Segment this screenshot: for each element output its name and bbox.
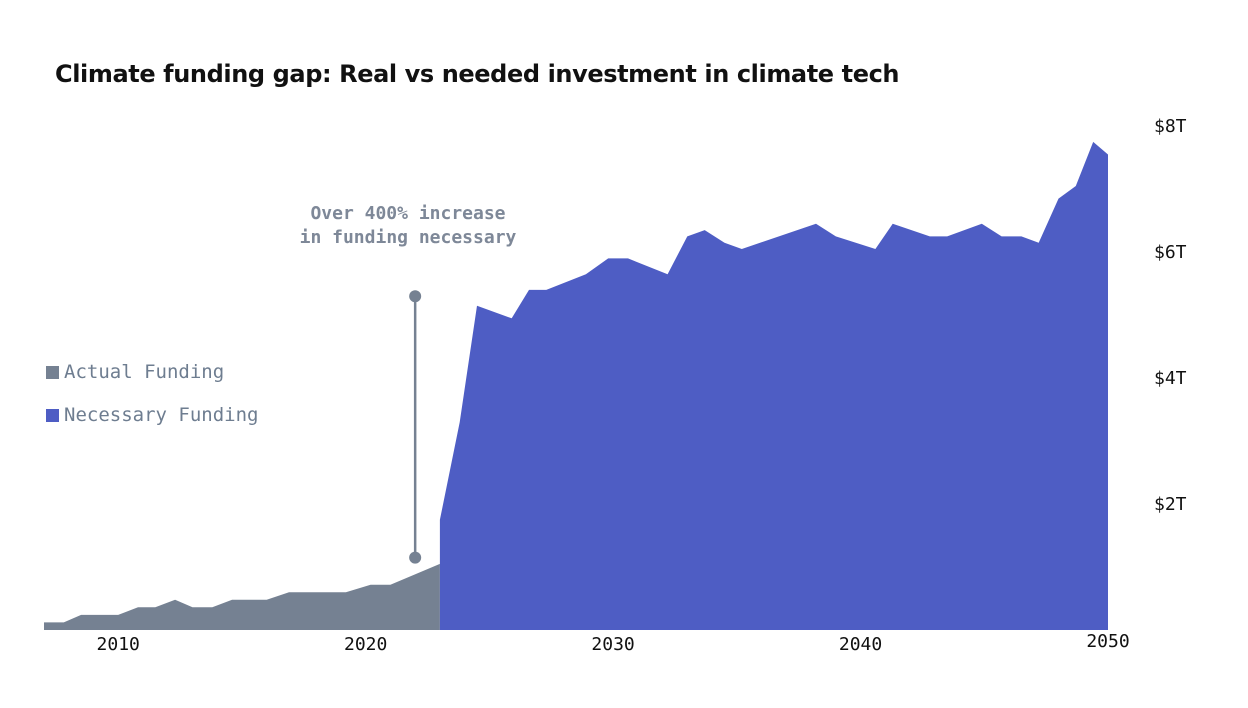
annotation-marker-group [409, 290, 422, 564]
y-tick-label-8t: $8T [1154, 116, 1187, 137]
y-tick-label-4t: $4T [1154, 368, 1187, 389]
x-tick-label-2010: 2010 [97, 634, 140, 655]
annotation-dot-bottom [409, 551, 422, 564]
legend-swatch-necessary-funding [46, 408, 59, 422]
annotation-dot-top [409, 290, 422, 303]
annotation-text: Over 400% increase in funding necessary [258, 202, 558, 250]
legend-label-necessary-funding: Necessary Funding [64, 404, 259, 426]
annotation-line-2: in funding necessary [299, 227, 517, 248]
x-tick-label-2030: 2030 [591, 634, 634, 655]
annotation-line-1: Over 400% increase [310, 203, 506, 224]
page-title: Climate funding gap: Real vs needed inve… [55, 60, 900, 88]
x-tick-label-2040: 2040 [839, 634, 882, 655]
y-axis: $2T $4T $6T $8T [1154, 116, 1187, 515]
y-tick-label-6t: $6T [1154, 242, 1187, 263]
x-axis: 2010 2020 2030 2040 2050 [97, 631, 1130, 655]
legend-swatch-actual-funding [46, 365, 59, 379]
area-series-group [44, 141, 1108, 630]
legend-item-actual-funding: Actual Funding [46, 360, 258, 384]
legend-label-actual-funding: Actual Funding [64, 361, 225, 383]
x-tick-label-2050: 2050 [1086, 631, 1129, 652]
area-necessary-funding [439, 141, 1108, 630]
legend-item-necessary-funding: Necessary Funding [46, 403, 258, 427]
legend: Actual Funding Necessary Funding [46, 360, 258, 446]
y-tick-label-2t: $2T [1154, 494, 1187, 515]
area-actual-funding [44, 563, 440, 630]
x-tick-label-2020: 2020 [344, 634, 387, 655]
